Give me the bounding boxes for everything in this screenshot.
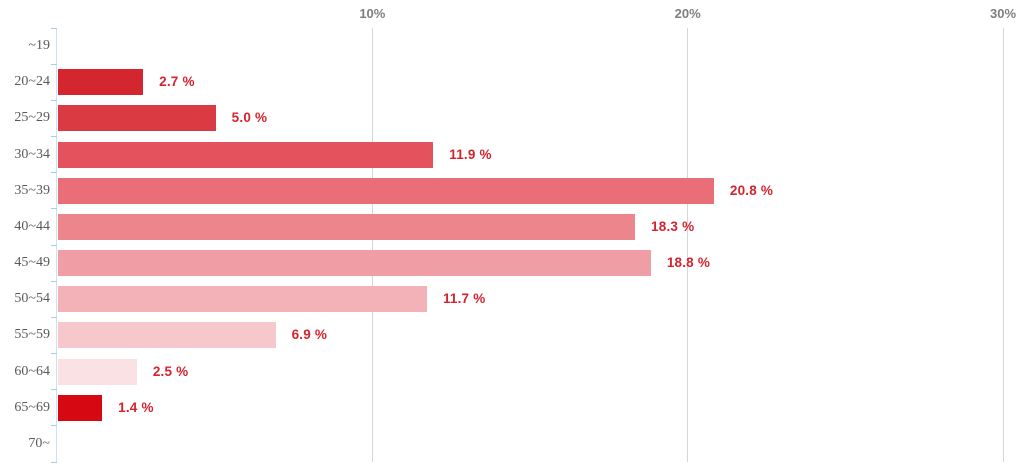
category-label: 40~44 <box>14 218 50 234</box>
bar-value-label: 11.9 % <box>449 146 492 162</box>
bar-50-54 <box>58 286 427 313</box>
y-axis-tick <box>51 353 57 354</box>
category-label: ~19 <box>28 38 50 54</box>
gridline-30pct <box>1002 28 1004 462</box>
x-axis-tick-label: 20% <box>674 6 701 21</box>
gridline-20pct <box>687 28 689 462</box>
y-axis-tick <box>51 280 57 282</box>
x-axis-tick-label: 10% <box>359 6 386 21</box>
y-axis-tick <box>51 99 57 101</box>
bar-40-44 <box>58 213 636 240</box>
bar-value-label: 18.8 % <box>666 255 711 271</box>
bar-30-34 <box>58 141 434 168</box>
category-label: 30~34 <box>14 146 50 162</box>
bar-value-label: 2.7 % <box>159 74 195 90</box>
y-axis-tick <box>51 172 57 174</box>
y-axis-tick <box>51 461 57 463</box>
y-axis-tick <box>51 208 57 210</box>
gridline-10pct <box>371 28 373 462</box>
category-label: 25~29 <box>14 110 50 126</box>
bar-45-49 <box>58 250 651 277</box>
category-label: 20~24 <box>14 74 50 90</box>
bar-20-24 <box>58 69 144 96</box>
bar-value-label: 11.7 % <box>442 291 486 307</box>
y-axis-tick <box>51 316 57 318</box>
category-label: 50~54 <box>14 291 50 307</box>
category-label: 60~64 <box>14 363 50 379</box>
bar-value-label: 20.8 % <box>729 182 774 198</box>
bar-35-39 <box>58 177 714 204</box>
y-axis-tick <box>51 389 57 391</box>
category-label: 45~49 <box>14 255 50 271</box>
bar-65-69 <box>58 394 103 421</box>
category-label: 70~ <box>28 435 50 451</box>
category-label: 35~39 <box>14 182 50 198</box>
bar-60-64 <box>58 358 137 385</box>
y-axis-tick <box>51 27 57 29</box>
bar-value-label: 2.5 % <box>152 363 189 379</box>
bar-25-29 <box>58 105 216 132</box>
y-axis-tick <box>51 425 57 427</box>
x-axis-tick-label: 30% <box>989 6 1017 21</box>
category-label: 65~69 <box>14 399 50 415</box>
bar-value-label: 1.4 % <box>118 399 154 415</box>
bar-value-label: 5.0 % <box>231 110 268 126</box>
bar-value-label: 6.9 % <box>291 327 328 343</box>
bar-value-label: 18.3 % <box>651 218 695 234</box>
y-axis-tick <box>51 136 57 137</box>
y-axis-tick <box>51 244 57 246</box>
bar-55-59 <box>58 322 276 349</box>
y-axis-tick <box>51 63 57 65</box>
category-label: 55~59 <box>14 327 50 343</box>
